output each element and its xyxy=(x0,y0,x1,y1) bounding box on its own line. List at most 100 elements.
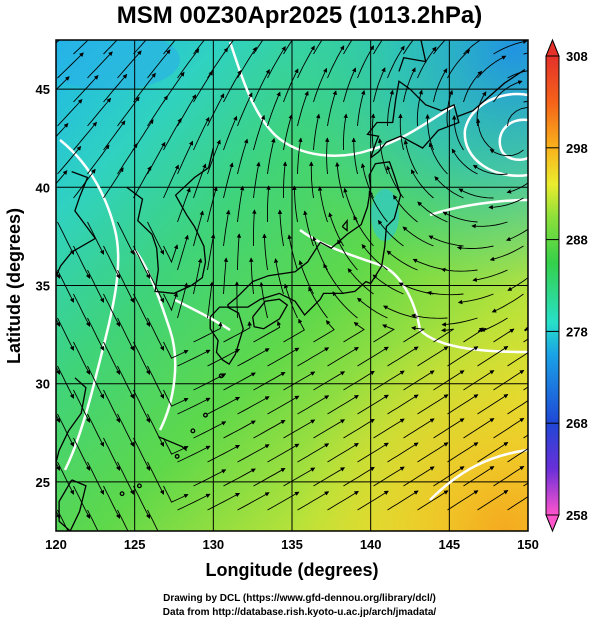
streamline xyxy=(57,317,75,351)
x-tick-label: 130 xyxy=(202,537,224,552)
streamline xyxy=(57,269,75,303)
coast-kyushu xyxy=(209,306,244,365)
streamline xyxy=(477,393,509,415)
streamline xyxy=(457,293,494,305)
streamline xyxy=(57,413,75,447)
streamline xyxy=(57,145,82,175)
streamline xyxy=(463,327,484,343)
streamline xyxy=(507,400,528,415)
streamline xyxy=(433,370,465,391)
streamline xyxy=(417,201,448,223)
streamline xyxy=(147,509,159,531)
streamline xyxy=(147,269,165,303)
streamline xyxy=(117,221,135,255)
streamline xyxy=(207,186,218,223)
streamline xyxy=(433,418,465,439)
streamline xyxy=(118,5,144,30)
streamline xyxy=(313,40,323,55)
streamline xyxy=(223,209,231,247)
streamline xyxy=(87,317,105,351)
isotherm-line xyxy=(59,139,120,471)
streamline xyxy=(283,40,293,55)
streamline xyxy=(361,244,388,271)
colorbar-tick-label: 258 xyxy=(566,508,588,523)
streamline xyxy=(493,418,525,439)
streamline xyxy=(337,239,358,271)
streamline xyxy=(328,2,351,30)
streamline xyxy=(57,98,83,127)
streamline xyxy=(207,93,225,127)
streamline xyxy=(426,290,464,296)
streamline xyxy=(297,491,330,511)
streamline xyxy=(418,6,444,30)
coast-china-south xyxy=(56,377,87,463)
streamline xyxy=(373,324,395,343)
streamline xyxy=(87,269,105,303)
coast-kuril xyxy=(456,68,526,118)
streamline xyxy=(117,461,135,495)
isotherm-line xyxy=(463,92,528,178)
streamline xyxy=(478,15,511,30)
streamline xyxy=(73,168,96,199)
streamline xyxy=(327,395,359,415)
streamline xyxy=(87,144,110,175)
streamline xyxy=(163,244,179,264)
streamline xyxy=(267,491,300,511)
island-dot xyxy=(174,453,180,459)
colorbar-tick-label: 268 xyxy=(566,416,588,431)
streamline xyxy=(403,67,416,103)
streamline xyxy=(323,263,344,295)
streamline xyxy=(458,188,494,199)
coast-korea xyxy=(126,147,214,295)
streamline xyxy=(452,115,464,151)
streamline xyxy=(238,2,261,30)
streamline xyxy=(267,347,300,367)
streamline xyxy=(507,448,528,463)
streamline xyxy=(252,209,257,246)
streamline xyxy=(317,186,328,223)
streamline xyxy=(56,170,68,185)
streamline xyxy=(208,3,232,30)
streamline xyxy=(357,45,374,79)
streamline xyxy=(472,164,508,175)
isotherm-line xyxy=(174,298,231,332)
streamline xyxy=(56,270,61,279)
streamline xyxy=(442,211,478,223)
credits-drawing: Drawing by DCL (https://www.gfd-dennou.o… xyxy=(163,593,436,604)
streamline xyxy=(342,113,348,151)
x-axis-label: Longitude (degrees) xyxy=(205,560,378,580)
streamline xyxy=(87,509,99,531)
streamline xyxy=(357,346,389,367)
streamline xyxy=(372,274,404,295)
streamline xyxy=(448,9,477,30)
streamline xyxy=(266,185,271,223)
streamline xyxy=(73,485,91,519)
streamline xyxy=(377,219,404,247)
streamline xyxy=(283,283,298,319)
streamline xyxy=(313,467,346,487)
y-axis-ticks: 25 30 35 40 45 xyxy=(36,82,50,490)
streamline xyxy=(480,317,508,333)
streamline xyxy=(357,297,388,319)
streamline xyxy=(87,413,105,447)
streamline xyxy=(177,140,194,175)
streamline xyxy=(491,293,524,313)
colorbar-lower-arrow xyxy=(545,514,560,533)
streamline xyxy=(237,92,253,127)
streamline xyxy=(297,443,330,463)
streamline xyxy=(373,418,405,439)
streamline xyxy=(163,292,178,312)
streamline xyxy=(237,492,270,511)
streamline xyxy=(417,442,449,463)
y-tick-label: 30 xyxy=(36,377,50,392)
streamline xyxy=(447,442,479,463)
streamline xyxy=(433,466,465,487)
streamline xyxy=(163,117,182,151)
streamline xyxy=(56,510,61,519)
streamline xyxy=(471,221,508,229)
streamline xyxy=(287,234,298,271)
streamline xyxy=(508,22,543,30)
streamline xyxy=(133,165,152,199)
streamline xyxy=(103,167,124,199)
streamline xyxy=(373,466,405,487)
